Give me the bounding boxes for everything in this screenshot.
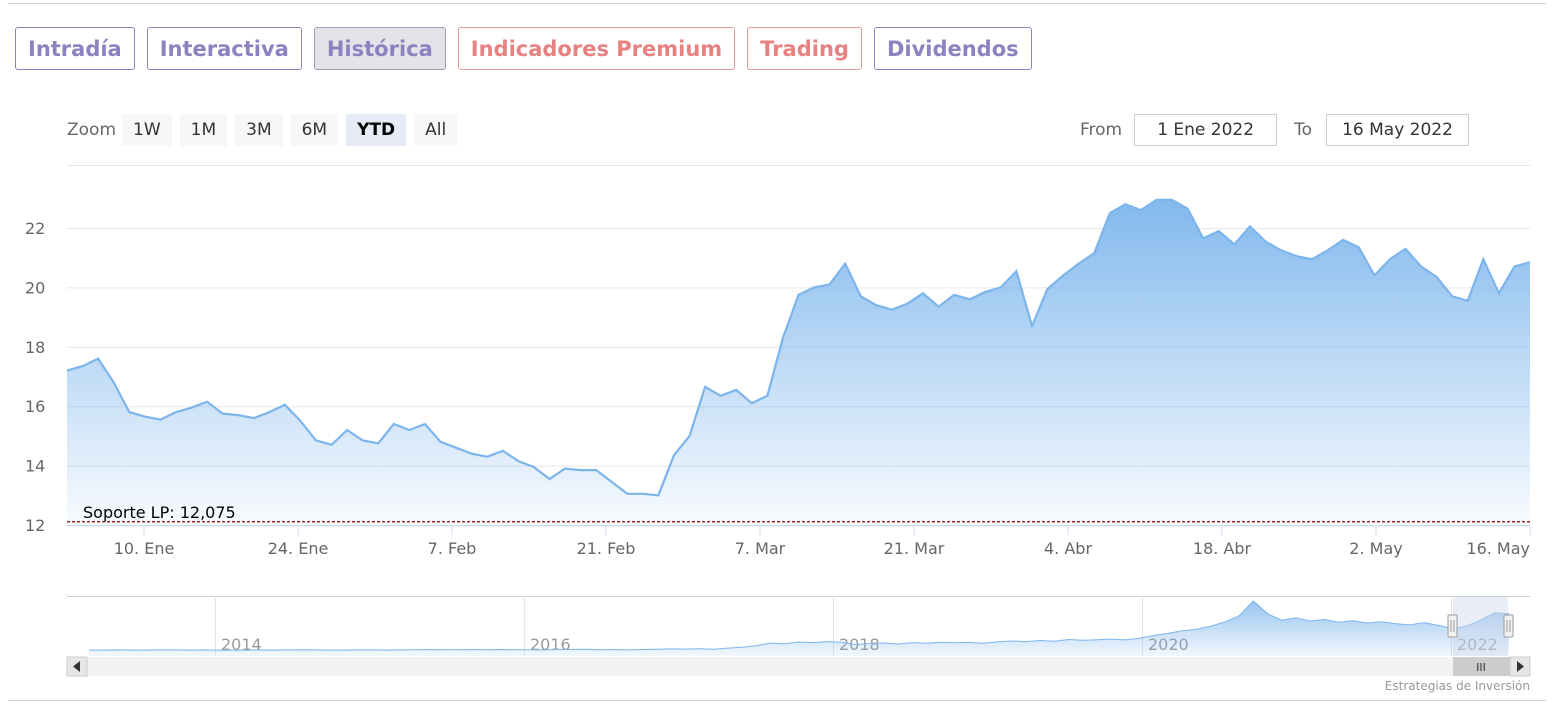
y-tick-label: 20 [25,278,45,297]
navigator-line [89,600,1510,651]
support-label: Soporte LP: 12,075 [83,503,236,522]
y-tick-label: 16 [25,397,45,416]
zoom-1w-button[interactable]: 1W [122,114,172,146]
navigator-left-handle[interactable] [1447,614,1458,638]
date-range: From 1 Ene 2022 To 16 May 2022 [1080,114,1470,146]
x-tick-label: 7. Mar [735,539,786,558]
navigator-year-label: 2014 [221,635,262,654]
navigator-right-handle[interactable] [1503,614,1514,638]
tab-interactiva[interactable]: Interactiva [146,27,302,70]
scrollbar-thumb[interactable] [1453,657,1510,676]
x-tick-label: 4. Abr [1044,539,1092,558]
tab-trading[interactable]: Trading [747,27,862,70]
x-tick-label: 21. Feb [577,539,636,558]
x-tick-label: 10. Ene [114,539,175,558]
view-tabs: Intradía Interactiva Histórica Indicador… [15,27,1032,70]
scrollbar-track[interactable] [67,657,1530,676]
from-label: From [1080,120,1123,140]
y-tick-label: 18 [25,338,45,357]
navigator-selected-range[interactable] [1453,596,1508,656]
x-tick-label: 16. May [1466,539,1530,558]
tab-dividendos[interactable]: Dividendos [873,27,1032,70]
zoom-1m-button[interactable]: 1M [179,114,228,146]
scrollbar[interactable]: III [66,656,1531,677]
scroll-left-arrow-icon [73,661,80,672]
tab-intradia[interactable]: Intradía [15,27,135,70]
to-date-input[interactable]: 16 May 2022 [1326,114,1470,146]
y-tick-label: 22 [25,219,45,238]
top-divider [8,3,1546,4]
y-tick-label: 14 [25,457,45,476]
scroll-right-arrow-icon [1517,661,1524,672]
y-axis-labels: 12 14 16 18 20 22 [25,219,45,535]
bottom-divider [8,700,1546,701]
x-tick-label: 2. May [1349,539,1402,558]
zoom-3m-button[interactable]: 3M [235,114,283,146]
x-tick-label: 7. Feb [428,539,477,558]
x-tick-label: 21. Mar [884,539,945,558]
y-tick-label: 12 [25,516,45,535]
price-line [66,198,1531,497]
zoom-ytd-button[interactable]: YTD [346,114,407,146]
zoom-6m-button[interactable]: 6M [290,114,339,146]
tab-historica[interactable]: Histórica [313,27,446,70]
scrollbar-grip-icon: III [1476,661,1486,674]
to-label: To [1294,120,1313,140]
chart-credit[interactable]: Estrategias de Inversión [1384,679,1530,693]
tab-indicadores-premium[interactable]: Indicadores Premium [457,27,736,70]
x-tick-label: 18. Abr [1193,539,1252,558]
from-date-input[interactable]: 1 Ene 2022 [1134,114,1278,146]
zoom-selector: Zoom 1W 1M 3M 6M YTD All [67,114,465,146]
x-tick-label: 24. Ene [268,539,329,558]
navigator-area [89,601,1509,656]
x-axis-labels: 10. Ene 24. Ene 7. Feb 21. Feb 7. Mar 21. Mar… [114,526,1531,558]
price-chart: 12 14 16 18 20 22 Soporte LP: 12,075 10. Ene 2… [25,165,1531,677]
price-area [67,199,1530,526]
navigator: 20142016201820202022 [67,596,1530,656]
zoom-label: Zoom [67,120,117,140]
zoom-all-button[interactable]: All [414,114,458,146]
